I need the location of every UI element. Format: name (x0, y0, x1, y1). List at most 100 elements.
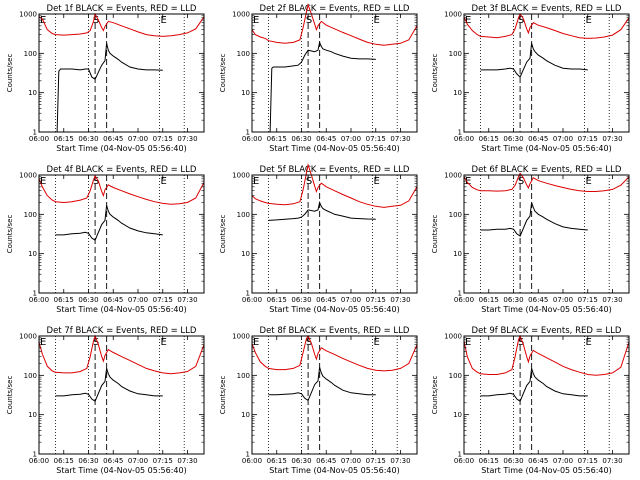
interval-mark-left: E (465, 337, 471, 348)
x-tick-label: 06:00 (242, 135, 262, 143)
x-tick-label: 07:00 (341, 457, 361, 465)
events-line (55, 205, 163, 241)
interval-mark-middle: S (518, 15, 524, 26)
y-tick-label: 1000 (444, 333, 462, 341)
x-tick-label: 06:00 (242, 296, 262, 304)
y-axis-label: Counts/sec (431, 376, 439, 415)
interval-mark-left: E (253, 176, 259, 187)
panel-title: Det 5f BLACK = Events, RED = LLD (260, 165, 410, 175)
x-tick-label: 06:15 (479, 296, 499, 304)
x-tick-label: 07:30 (177, 135, 197, 143)
y-tick-label: 1 (458, 290, 462, 298)
interval-mark-left: E (465, 176, 471, 187)
x-tick-label: 07:30 (390, 296, 410, 304)
y-tick-label: 10 (453, 411, 462, 419)
x-tick-label: 07:30 (390, 135, 410, 143)
panel-2: Det 2f BLACK = Events, RED = LLD Counts/s… (219, 3, 418, 153)
lld-line (38, 174, 205, 205)
x-tick-label: 06:30 (78, 135, 98, 143)
x-tick-label: 06:45 (316, 296, 336, 304)
y-tick-label: 1 (33, 129, 37, 137)
y-tick-label: 10 (453, 89, 462, 97)
x-tick-label: 07:30 (602, 135, 622, 143)
y-tick-label: 1 (246, 451, 250, 459)
lld-line (463, 12, 630, 39)
interval-mark-right: E (373, 337, 379, 348)
panel-9: Det 9f BLACK = Events, RED = LLD Counts/s… (431, 326, 630, 475)
lld-line (38, 334, 205, 375)
x-tick-label: 06:30 (78, 457, 98, 465)
x-tick-label: 06:30 (291, 296, 311, 304)
x-axis-label: Start Time (04-Nov-05 05:56:40) (269, 144, 399, 153)
interval-mark-middle: S (93, 15, 99, 26)
x-tick-label: 07:00 (341, 135, 361, 143)
x-tick-label: 06:15 (267, 457, 287, 465)
panel-1: Det 1f BLACK = Events, RED = LLD Counts/s… (6, 4, 205, 153)
panel-4: Det 4f BLACK = Events, RED = LLD Counts/s… (6, 165, 205, 314)
x-tick-label: 06:15 (267, 296, 287, 304)
x-tick-label: 06:15 (479, 457, 499, 465)
y-tick-label: 1000 (19, 333, 37, 341)
y-tick-label: 1000 (19, 172, 37, 180)
x-axis-label: Start Time (04-Nov-05 05:56:40) (269, 305, 399, 314)
interval-mark-middle: S (306, 176, 312, 187)
interval-mark-left: E (465, 15, 471, 26)
x-tick-label: 06:15 (479, 135, 499, 143)
y-axis-label: Counts/sec (431, 215, 439, 254)
events-line (480, 202, 588, 237)
events-line (268, 40, 376, 133)
interval-mark-middle: S (93, 337, 99, 348)
panel-7: Det 7f BLACK = Events, RED = LLD Counts/s… (6, 326, 205, 475)
y-tick-label: 100 (449, 211, 462, 219)
x-tick-label: 06:00 (454, 296, 474, 304)
x-tick-label: 06:00 (29, 135, 49, 143)
panel-title: Det 7f BLACK = Events, RED = LLD (47, 326, 197, 336)
plot-frame (38, 174, 205, 294)
y-tick-label: 1000 (444, 172, 462, 180)
y-tick-label: 1000 (232, 333, 250, 341)
y-tick-label: 1 (458, 129, 462, 137)
y-tick-label: 1000 (19, 11, 37, 19)
y-tick-label: 10 (28, 89, 37, 97)
x-tick-label: 06:30 (503, 457, 523, 465)
x-tick-label: 06:30 (78, 296, 98, 304)
interval-mark-right: E (373, 15, 379, 26)
y-tick-label: 1000 (232, 172, 250, 180)
x-tick-label: 06:00 (29, 457, 49, 465)
x-tick-label: 07:15 (578, 457, 598, 465)
interval-mark-middle: S (518, 337, 524, 348)
interval-mark-right: E (160, 176, 166, 187)
x-axis-label: Start Time (04-Nov-05 05:56:40) (481, 466, 611, 475)
x-tick-label: 06:00 (454, 457, 474, 465)
interval-mark-middle: S (518, 176, 524, 187)
y-tick-label: 100 (24, 50, 37, 58)
x-tick-label: 07:30 (602, 457, 622, 465)
x-tick-label: 07:00 (553, 457, 573, 465)
x-tick-label: 07:00 (128, 296, 148, 304)
panel-title: Det 1f BLACK = Events, RED = LLD (47, 4, 197, 14)
y-tick-label: 100 (237, 50, 250, 58)
x-tick-label: 07:30 (390, 457, 410, 465)
interval-mark-middle: S (306, 337, 312, 348)
panel-title: Det 6f BLACK = Events, RED = LLD (472, 165, 622, 175)
x-tick-label: 07:15 (153, 296, 173, 304)
lld-line (463, 172, 630, 192)
x-tick-label: 06:15 (54, 135, 74, 143)
y-axis-label: Counts/sec (6, 215, 14, 254)
plot-frame (463, 335, 630, 455)
y-tick-label: 1 (246, 290, 250, 298)
panel-3: Det 3f BLACK = Events, RED = LLD Counts/s… (431, 4, 630, 153)
x-axis-label: Start Time (04-Nov-05 05:56:40) (56, 466, 186, 475)
y-tick-label: 100 (237, 211, 250, 219)
events-line (55, 43, 163, 133)
y-axis-label: Counts/sec (6, 376, 14, 415)
events-line (268, 200, 376, 221)
interval-mark-left: E (253, 15, 259, 26)
events-line (480, 43, 588, 78)
x-tick-label: 07:15 (153, 457, 173, 465)
x-tick-label: 06:30 (503, 296, 523, 304)
y-axis-label: Counts/sec (6, 54, 14, 93)
x-axis-label: Start Time (04-Nov-05 05:56:40) (56, 144, 186, 153)
events-line (55, 368, 163, 402)
x-tick-label: 07:15 (578, 135, 598, 143)
